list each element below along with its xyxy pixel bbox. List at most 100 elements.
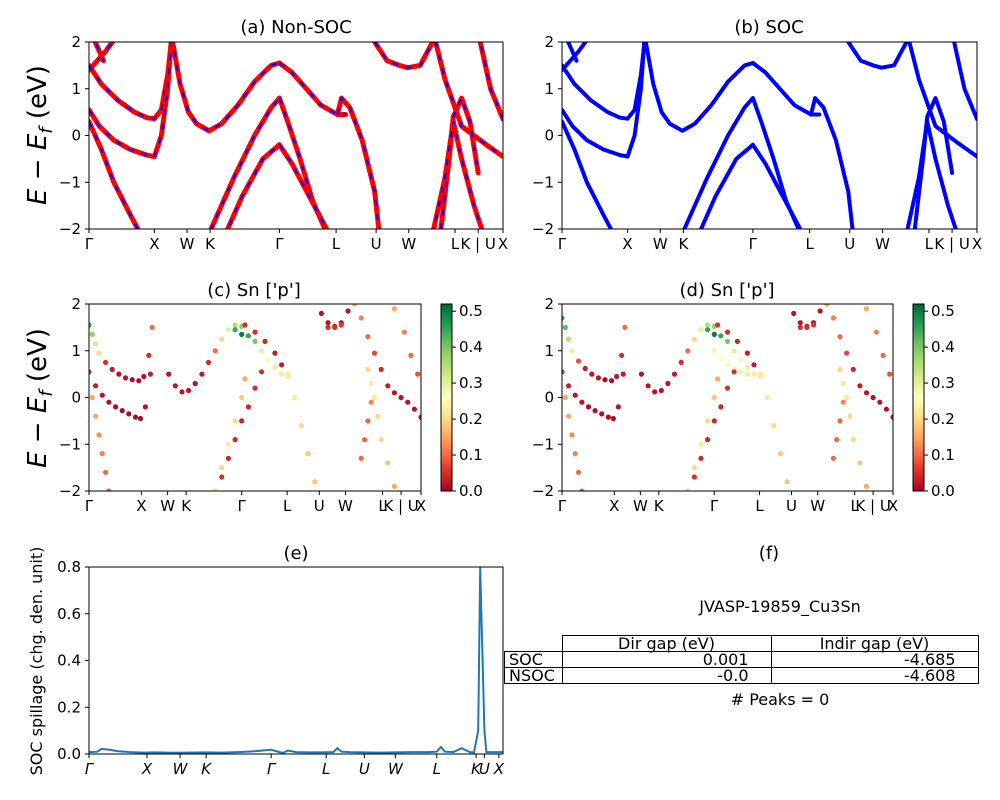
scatter-point <box>405 399 411 405</box>
scatter-c <box>89 304 421 491</box>
x-tick-label: K | U <box>855 497 890 515</box>
scatter-point <box>242 322 248 328</box>
scatter-point <box>620 371 626 377</box>
scatter-point <box>103 359 109 365</box>
scatter-point <box>566 383 572 389</box>
scatter-point <box>863 483 870 489</box>
y-tick-label: 1 <box>71 342 81 360</box>
scatter-point <box>638 371 645 377</box>
scatter-point <box>724 362 731 368</box>
scatter-point <box>368 380 374 387</box>
x-tick-label: X <box>493 760 505 778</box>
x-tick-label: K | U <box>460 235 495 253</box>
scatter-point <box>724 338 731 344</box>
scatter-point <box>141 373 147 380</box>
x-tick-label: Γ <box>85 235 94 253</box>
x-tick-label: W <box>810 497 825 515</box>
x-tick-label: U <box>359 760 370 778</box>
scatter-point <box>252 329 258 335</box>
scatter-point <box>365 418 371 424</box>
scatter-point <box>718 333 724 339</box>
scatter-point <box>109 366 115 372</box>
gap-table-header-dir: Dir gap (eV) <box>561 635 772 652</box>
band-line <box>477 42 503 122</box>
scatter-point <box>298 423 305 429</box>
bands-b <box>562 42 977 229</box>
x-tick-label: U <box>844 235 855 253</box>
scatter-point <box>225 441 231 447</box>
x-tick-label: X <box>498 235 508 253</box>
scatter-point <box>408 352 414 358</box>
scatter-point <box>172 383 178 389</box>
x-tick-label: L <box>283 497 292 515</box>
x-tick-label: W <box>633 497 648 515</box>
scatter-point <box>744 364 751 370</box>
scatter-point <box>595 375 602 381</box>
y-tick-label: −1 <box>59 173 81 191</box>
x-tick-label: K <box>205 235 216 253</box>
scatter-point <box>698 327 704 333</box>
scatter-point <box>245 404 251 410</box>
scatter-point <box>371 350 378 356</box>
x-tick-label: L <box>850 497 859 515</box>
scatter-point <box>711 394 717 401</box>
scatter-point <box>265 357 271 363</box>
scatter-point <box>705 327 711 333</box>
scatter-point <box>791 310 797 316</box>
scatter-point <box>837 334 843 340</box>
scatter-point <box>678 359 684 365</box>
scatter-point <box>179 389 185 395</box>
scatter-point <box>219 336 225 342</box>
scatter-point <box>358 455 364 461</box>
scatter-point <box>850 366 856 372</box>
scatter-point <box>401 329 407 335</box>
x-tick-label: X <box>136 497 146 515</box>
scatter-point <box>844 350 850 356</box>
band-line <box>625 42 647 159</box>
scatter-point <box>585 404 592 410</box>
scatter-point <box>572 392 578 398</box>
colorbar-tick-label: 0.3 <box>931 374 955 392</box>
scatter-point <box>685 488 691 491</box>
colorbar <box>440 303 453 492</box>
band-line <box>952 42 977 122</box>
scatter-point <box>592 408 598 414</box>
scatter-point <box>252 385 258 391</box>
gap-table-row-label: NSOC <box>504 667 563 684</box>
x-tick-label: W <box>160 497 175 515</box>
scatter-point <box>106 488 112 491</box>
band-line <box>750 96 801 229</box>
x-tick-label: W <box>180 235 195 253</box>
scatter-point <box>711 418 717 424</box>
y-tick-label: 0 <box>71 389 81 407</box>
scatter-point <box>89 394 95 401</box>
scatter-point <box>272 364 278 370</box>
band-line <box>562 42 589 73</box>
scatter-point <box>212 488 218 491</box>
scatter-point <box>645 383 651 389</box>
scatter-point <box>711 348 717 354</box>
scatter-point <box>312 479 318 485</box>
scatter-point <box>777 451 784 457</box>
x-tick-label: W <box>653 235 668 253</box>
scatter-point <box>212 348 218 354</box>
gap-table-row: SOC 0.001 -4.685 <box>504 651 979 668</box>
x-tick-label: U <box>479 760 490 778</box>
scatter-point <box>715 376 721 382</box>
scatter-point <box>391 390 397 396</box>
scatter-point <box>857 460 863 466</box>
x-tick-label: X <box>622 235 632 253</box>
x-tick-label: Γ <box>267 760 277 778</box>
scatter-point <box>582 365 588 372</box>
band-line-dash <box>434 42 503 158</box>
scatter-point <box>96 432 102 438</box>
scatter-point <box>731 369 737 375</box>
scatter-point <box>890 414 893 420</box>
scatter-point <box>731 348 737 354</box>
scatter-point <box>685 348 691 354</box>
scatter-point <box>758 371 764 377</box>
bands-a <box>89 42 503 229</box>
scatter-point <box>569 432 575 438</box>
scatter-point <box>615 404 621 410</box>
band-line-dash <box>171 42 280 132</box>
